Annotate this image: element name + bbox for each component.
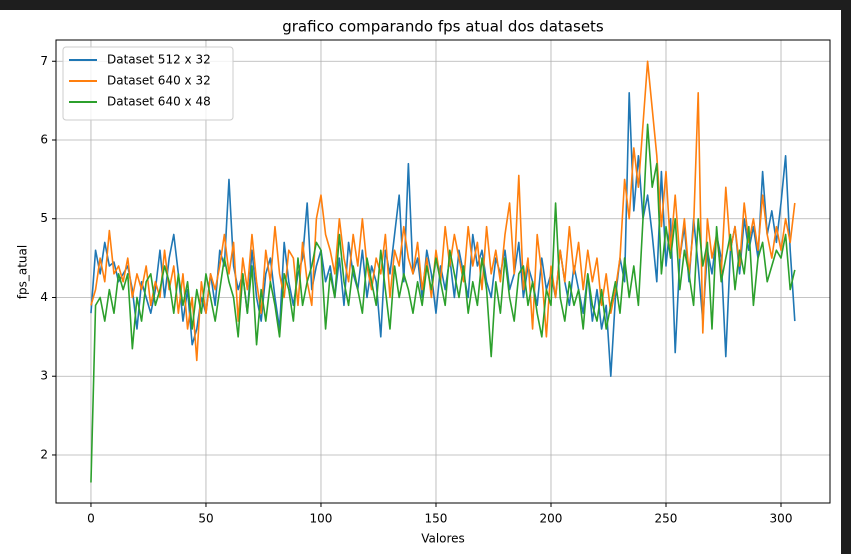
x-tick-label: 0 xyxy=(87,512,95,526)
legend-label: Dataset 640 x 32 xyxy=(107,74,211,88)
x-tick-label: 150 xyxy=(425,512,448,526)
legend-label: Dataset 640 x 48 xyxy=(107,95,211,109)
series-line xyxy=(90,123,796,483)
legend-label: Dataset 512 x 32 xyxy=(107,53,211,67)
legend-box xyxy=(62,46,234,121)
x-tick-label: 50 xyxy=(198,512,213,526)
series-line xyxy=(90,60,796,362)
x-tick-label: 300 xyxy=(770,512,793,526)
x-axis-label: Valores xyxy=(421,532,465,546)
legend: Dataset 512 x 32 Dataset 640 x 32 Dataset … xyxy=(62,46,234,121)
y-tick-label: 2 xyxy=(40,447,48,461)
y-tick-label: 7 xyxy=(40,54,48,68)
y-tick-label: 6 xyxy=(40,133,48,147)
y-tick-label: 3 xyxy=(40,369,48,383)
plot-frame xyxy=(55,39,831,504)
y-tick-label: 4 xyxy=(40,290,48,304)
x-tick-label: 250 xyxy=(655,512,678,526)
y-tick-label: 5 xyxy=(40,211,48,225)
chart-title: grafico comparando fps atual dos dataset… xyxy=(282,18,604,36)
x-tick-label: 100 xyxy=(310,512,333,526)
x-tick-label: 200 xyxy=(540,512,563,526)
y-axis-label: fps_atual xyxy=(16,245,30,299)
